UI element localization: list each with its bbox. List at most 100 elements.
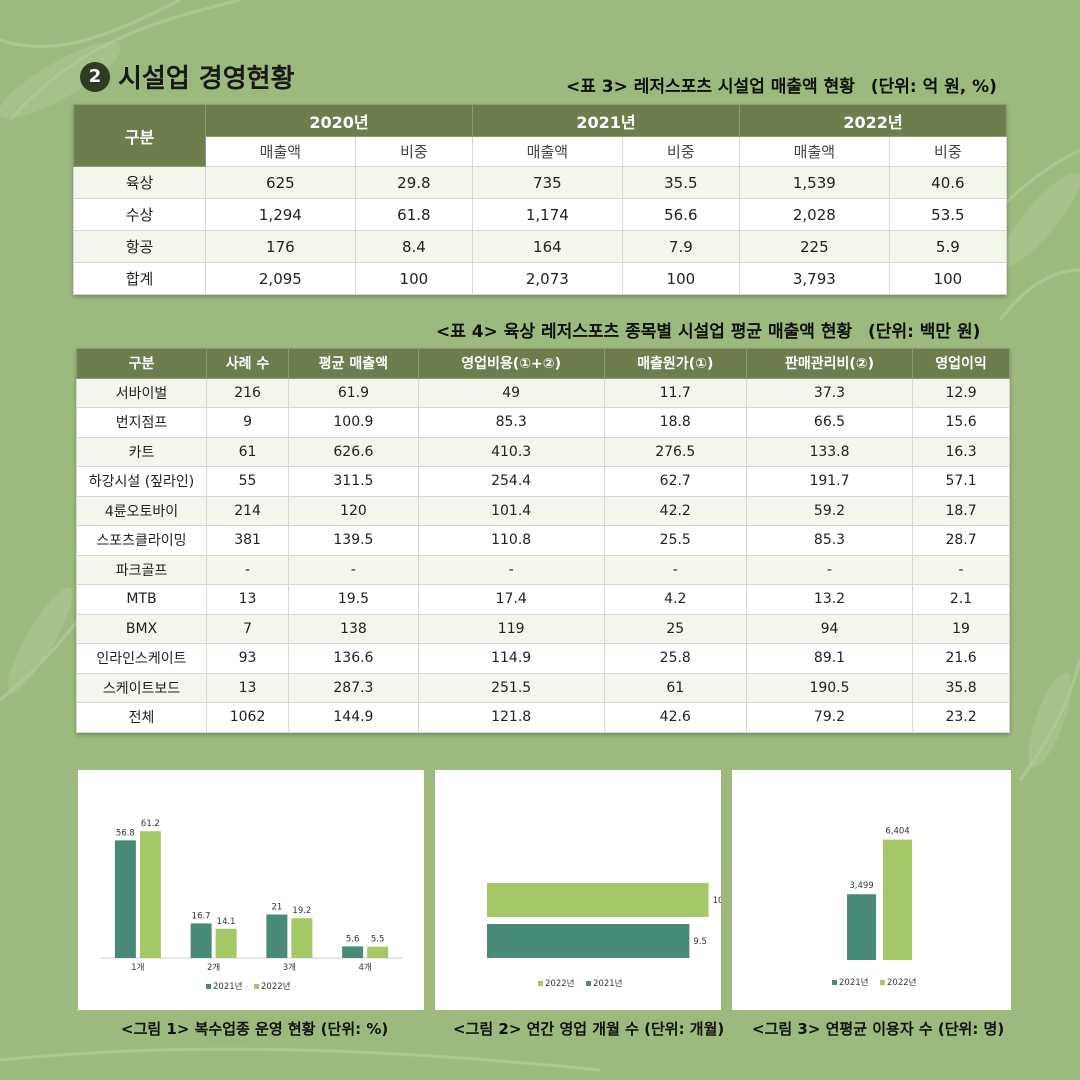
x-tick-label: 4개 xyxy=(359,962,372,973)
table4-row-cell: 190.5 xyxy=(745,672,914,703)
table3-header-category: 구분 xyxy=(73,104,206,167)
table3-row-cell: 100 xyxy=(888,262,1008,295)
table3-row-label: 육상 xyxy=(73,166,206,199)
table4-row-cell: 9 xyxy=(205,407,290,438)
table4-row-cell: 79.2 xyxy=(745,702,914,733)
table4-row-cell: 21.6 xyxy=(912,643,1010,674)
table4-row-cell: 381 xyxy=(205,525,290,556)
table3-row-cell: 1,174 xyxy=(471,198,623,231)
table4-row-cell: 61 xyxy=(205,436,290,467)
bar-2022년 xyxy=(215,928,237,958)
table3-row-cell: 53.5 xyxy=(888,198,1008,231)
sales-by-sector-table: 구분 2020년 2021년 2022년 매출액 비중 매출액 비중 매출액 비… xyxy=(73,104,1008,295)
table4-row-label: 스케이트보드 xyxy=(76,672,207,703)
table4-row-cell: 120 xyxy=(288,495,419,526)
table3-header-year: 2021년 xyxy=(471,104,740,137)
table4-row-label: 파크골프 xyxy=(76,554,207,585)
table3-subheader: 비중 xyxy=(621,136,740,167)
table4-row-cell: 13 xyxy=(205,672,290,703)
table4-row-label: 전체 xyxy=(76,702,207,733)
bar-value-label: 14.1 xyxy=(217,917,236,927)
table4-row-cell: 101.4 xyxy=(417,495,605,526)
annual-users-chart: 3,499 6,404 2021년 2022년 xyxy=(832,827,916,988)
table4-row-cell: 19 xyxy=(912,613,1010,644)
table3-row-cell: 2,028 xyxy=(738,198,890,231)
table4-row-cell: 94 xyxy=(745,613,914,644)
table3-header-year: 2022년 xyxy=(738,104,1008,137)
table3-unit: (단위: 억 원, %) xyxy=(870,77,997,97)
table4-row-cell: 61 xyxy=(603,672,747,703)
x-tick-label: 3개 xyxy=(283,962,296,973)
section-title: 2 시설업 경영현황 xyxy=(80,58,295,95)
table4-row-cell: 89.1 xyxy=(745,643,914,674)
table4-header-cell: 구분 xyxy=(76,348,207,379)
bar-2021년 xyxy=(266,914,288,958)
table4-row-cell: 23.2 xyxy=(912,702,1010,733)
table3-row: 항공 176 8.4 164 7.9 225 5.9 xyxy=(73,230,1008,263)
table4-row-cell: 13 xyxy=(205,584,290,615)
table4-row-cell: - xyxy=(205,554,290,585)
legend-swatch xyxy=(832,980,837,985)
chart3-box: 3,499 6,404 2021년 2022년 xyxy=(732,770,1011,1010)
table4-row-cell: 216 xyxy=(205,377,290,408)
bar-2022년 xyxy=(883,839,912,960)
table4-row: 인라인스케이트 93 136.6 114.9 25.8 89.1 21.6 xyxy=(76,643,1010,674)
table4-row-cell: 85.3 xyxy=(745,525,914,556)
table4-header-cell: 사례 수 xyxy=(205,348,290,379)
table3-row-cell: 1,294 xyxy=(205,198,356,231)
legend-label: 2022년 xyxy=(887,977,916,988)
table4-row-cell: 139.5 xyxy=(288,525,419,556)
table3-row-cell: 2,073 xyxy=(471,262,623,295)
table4-row-cell: 25.5 xyxy=(603,525,747,556)
legend-swatch xyxy=(880,980,885,985)
x-tick-label: 2개 xyxy=(207,962,220,973)
table4-row: 전체 1062 144.9 121.8 42.6 79.2 23.2 xyxy=(76,702,1010,733)
table3-row-cell: 176 xyxy=(205,230,356,263)
table4-row-label: 하강시설 (짚라인) xyxy=(76,466,207,497)
table4-row-cell: 15.6 xyxy=(912,407,1010,438)
table3-header-year: 2020년 xyxy=(205,104,473,137)
legend-swatch xyxy=(586,981,591,986)
table4-row-cell: 49 xyxy=(417,377,605,408)
table4-caption: <표 4> 육상 레저스포츠 종목별 시설업 평균 매출액 현황 (단위: 백만… xyxy=(436,317,980,342)
legend-swatch xyxy=(206,984,211,989)
bar-2021년 xyxy=(342,946,364,958)
table4-row-cell: 66.5 xyxy=(745,407,914,438)
table4-row-cell: 17.4 xyxy=(417,584,605,615)
table4-header-cell: 영업이익 xyxy=(912,348,1010,379)
table4-row: BMX 7 138 119 25 94 19 xyxy=(76,613,1010,644)
table4-row-cell: 121.8 xyxy=(417,702,605,733)
table4-row-label: 스포츠클라이밍 xyxy=(76,525,207,556)
table3-row-cell: 7.9 xyxy=(621,230,740,263)
table4-header-row: 구분 사례 수 평균 매출액 영업비용(①+②) 매출원가(①) 판매관리비(②) 영업이익 xyxy=(76,348,1010,379)
table3-row-cell: 61.8 xyxy=(354,198,473,231)
table4-row-cell: - xyxy=(603,554,747,585)
table3-row-cell: 40.6 xyxy=(888,166,1008,199)
table3-row-cell: 735 xyxy=(471,166,623,199)
table4-row: 카트 61 626.6 410.3 276.5 133.8 16.3 xyxy=(76,436,1010,467)
table4-row-cell: 4.2 xyxy=(603,584,747,615)
bar-2022년 xyxy=(139,831,161,958)
table4-row-cell: 100.9 xyxy=(288,407,419,438)
table4-row-cell: 276.5 xyxy=(603,436,747,467)
table4-row-cell: 2.1 xyxy=(912,584,1010,615)
chart1-caption: <그림 1> 복수업종 운영 현황 (단위: %) xyxy=(121,1020,389,1038)
table3-caption-title: <표 3> 레저스포츠 시설업 매출액 현황 xyxy=(566,77,855,97)
table3-row: 합계 2,095 100 2,073 100 3,793 100 xyxy=(73,262,1008,295)
table4-row-cell: 144.9 xyxy=(288,702,419,733)
table3-row-cell: 100 xyxy=(354,262,473,295)
legend-label: 2021년 xyxy=(213,981,242,992)
table4-row-cell: 59.2 xyxy=(745,495,914,526)
bar-value-label: 6,404 xyxy=(885,827,909,837)
legend-label: 2021년 xyxy=(839,977,868,988)
chart2-box: 10.4 9.5 2022년 2021년 xyxy=(435,770,721,1010)
table4-row-cell: 57.1 xyxy=(912,466,1010,497)
table3-row-cell: 225 xyxy=(738,230,890,263)
table4-row: 번지점프 9 100.9 85.3 18.8 66.5 15.6 xyxy=(76,407,1010,438)
table3-row-label: 합계 xyxy=(73,262,206,295)
table4-row-cell: 138 xyxy=(288,613,419,644)
table3-row-cell: 5.9 xyxy=(888,230,1008,263)
table3-row: 수상 1,294 61.8 1,174 56.6 2,028 53.5 xyxy=(73,198,1008,231)
table4-row-cell: 28.7 xyxy=(912,525,1010,556)
table3-subheader: 매출액 xyxy=(471,136,623,167)
